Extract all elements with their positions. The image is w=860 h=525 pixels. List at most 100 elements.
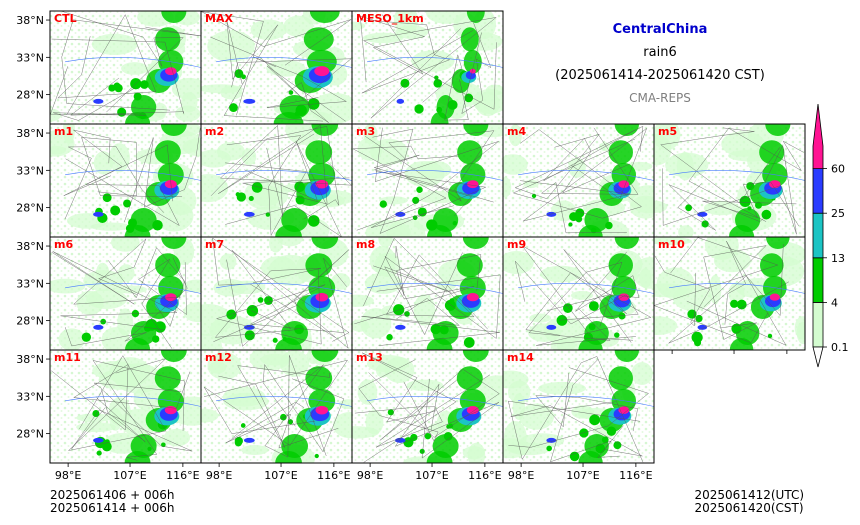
light-rain-area — [277, 237, 304, 247]
moderate-rain-cell — [139, 112, 147, 120]
moderate-rain-area — [460, 27, 479, 52]
moderate-rain-cell — [563, 303, 573, 313]
province-boundary — [395, 245, 482, 296]
moderate-rain-cell — [400, 78, 410, 88]
panel-m1: m1 38°N 33°N 28°N — [16, 123, 202, 238]
light-rain-area — [378, 237, 393, 248]
moderate-rain-area — [426, 451, 453, 463]
province-boundary — [262, 363, 345, 453]
moderate-rain-area — [303, 27, 334, 52]
light-rain-area — [369, 246, 396, 275]
province-boundary — [514, 125, 644, 200]
moderate-rain-cell — [444, 299, 456, 311]
moderate-rain-area — [161, 11, 187, 23]
light-rain-area — [570, 290, 594, 300]
moderate-rain-area — [759, 253, 784, 278]
river — [65, 170, 201, 181]
province-boundary — [654, 255, 711, 327]
moderate-rain-cell — [226, 309, 237, 320]
very-heavy-rain-area — [396, 98, 405, 104]
moderate-rain-cell — [294, 181, 305, 193]
light-rain-area — [302, 111, 333, 124]
moderate-rain-cell — [294, 324, 304, 335]
panel-m5: m5 — [653, 123, 806, 238]
province-boundary — [540, 127, 639, 234]
moderate-rain-area — [155, 253, 181, 278]
moderate-rain-area — [160, 124, 187, 136]
figure-title: CentralChina rain6 (2025061414-202506142… — [505, 18, 815, 110]
moderate-rain-cell — [282, 336, 287, 342]
province-boundary — [65, 257, 188, 347]
province-boundary — [660, 127, 780, 204]
panel-MAX: MAX — [200, 10, 353, 125]
moderate-rain-cell — [618, 312, 626, 320]
panel-m6: m6 38°N 33°N 28°N — [16, 236, 202, 351]
light-rain-area — [338, 399, 352, 410]
very-heavy-rain-area — [243, 98, 256, 104]
province-boundary — [51, 251, 178, 331]
province-boundary — [376, 252, 501, 339]
moderate-rain-area — [305, 140, 333, 165]
very-heavy-rain-area — [243, 437, 255, 443]
panel-label: MAX — [205, 12, 233, 25]
moderate-rain-area — [311, 237, 339, 249]
province-boundary — [231, 355, 327, 458]
lon-tick-label: 116°E — [619, 469, 652, 482]
moderate-rain-cell — [569, 212, 579, 222]
light-rain-area — [794, 316, 805, 340]
river — [216, 396, 352, 407]
lon-tick-label: 107°E — [566, 469, 599, 482]
colorbar: 0.1 4 13 25 60 — [812, 103, 849, 368]
lon-tick-label: 98°E — [357, 469, 383, 482]
panel-frame — [653, 236, 806, 351]
moderate-rain-cell — [433, 78, 443, 88]
moderate-rain-cell — [419, 448, 425, 454]
light-rain-area — [360, 308, 392, 339]
moderate-rain-cell — [452, 221, 458, 226]
river — [367, 57, 503, 68]
moderate-rain-area — [426, 338, 453, 350]
extreme-rain-core — [165, 67, 177, 76]
light-rain-area — [519, 403, 555, 430]
light-rain-area — [475, 91, 500, 117]
moderate-rain-cell — [161, 442, 166, 448]
light-rain-area — [352, 294, 374, 307]
lon-tick-label: 107°E — [415, 469, 448, 482]
valid-period: (2025061414-2025061420 CST) — [555, 68, 765, 83]
light-rain-area — [703, 200, 740, 216]
very-heavy-rain-area — [546, 437, 557, 443]
panel-m3: m3 — [351, 123, 504, 238]
panel-m14: m14 98°E 107°E 116°E — [502, 349, 655, 482]
lon-tick-label: 107°E — [264, 469, 297, 482]
province-boundary — [73, 238, 182, 305]
province-boundary — [515, 261, 639, 325]
moderate-rain-cell — [436, 106, 443, 113]
light-rain-area — [108, 143, 130, 173]
moderate-rain-area — [456, 253, 483, 278]
moderate-rain-area — [305, 253, 333, 278]
extreme-rain-core — [466, 406, 479, 415]
province-boundary — [225, 141, 342, 237]
moderate-rain-cell — [287, 419, 294, 425]
moderate-rain-cell — [152, 220, 163, 231]
province-boundary — [703, 245, 767, 340]
river — [216, 170, 352, 181]
moderate-rain-cell — [588, 301, 599, 311]
river — [65, 57, 201, 68]
lon-tick-label: 107°E — [113, 469, 146, 482]
panel-m8: m8 — [351, 236, 504, 351]
province-boundary — [512, 129, 642, 219]
extreme-rain-core — [315, 405, 329, 415]
light-rain-area — [404, 160, 445, 187]
moderate-rain-cell — [447, 99, 458, 110]
moderate-rain-area — [124, 451, 151, 463]
panel-label: m3 — [356, 125, 375, 138]
moderate-rain-cell — [695, 314, 703, 323]
moderate-rain-area — [463, 124, 489, 136]
province-boundary — [253, 56, 347, 108]
panel-label: m4 — [507, 125, 526, 138]
moderate-rain-cell — [589, 414, 601, 426]
moderate-rain-cell — [747, 206, 752, 211]
light-rain-area — [508, 124, 522, 147]
moderate-rain-cell — [590, 227, 597, 234]
